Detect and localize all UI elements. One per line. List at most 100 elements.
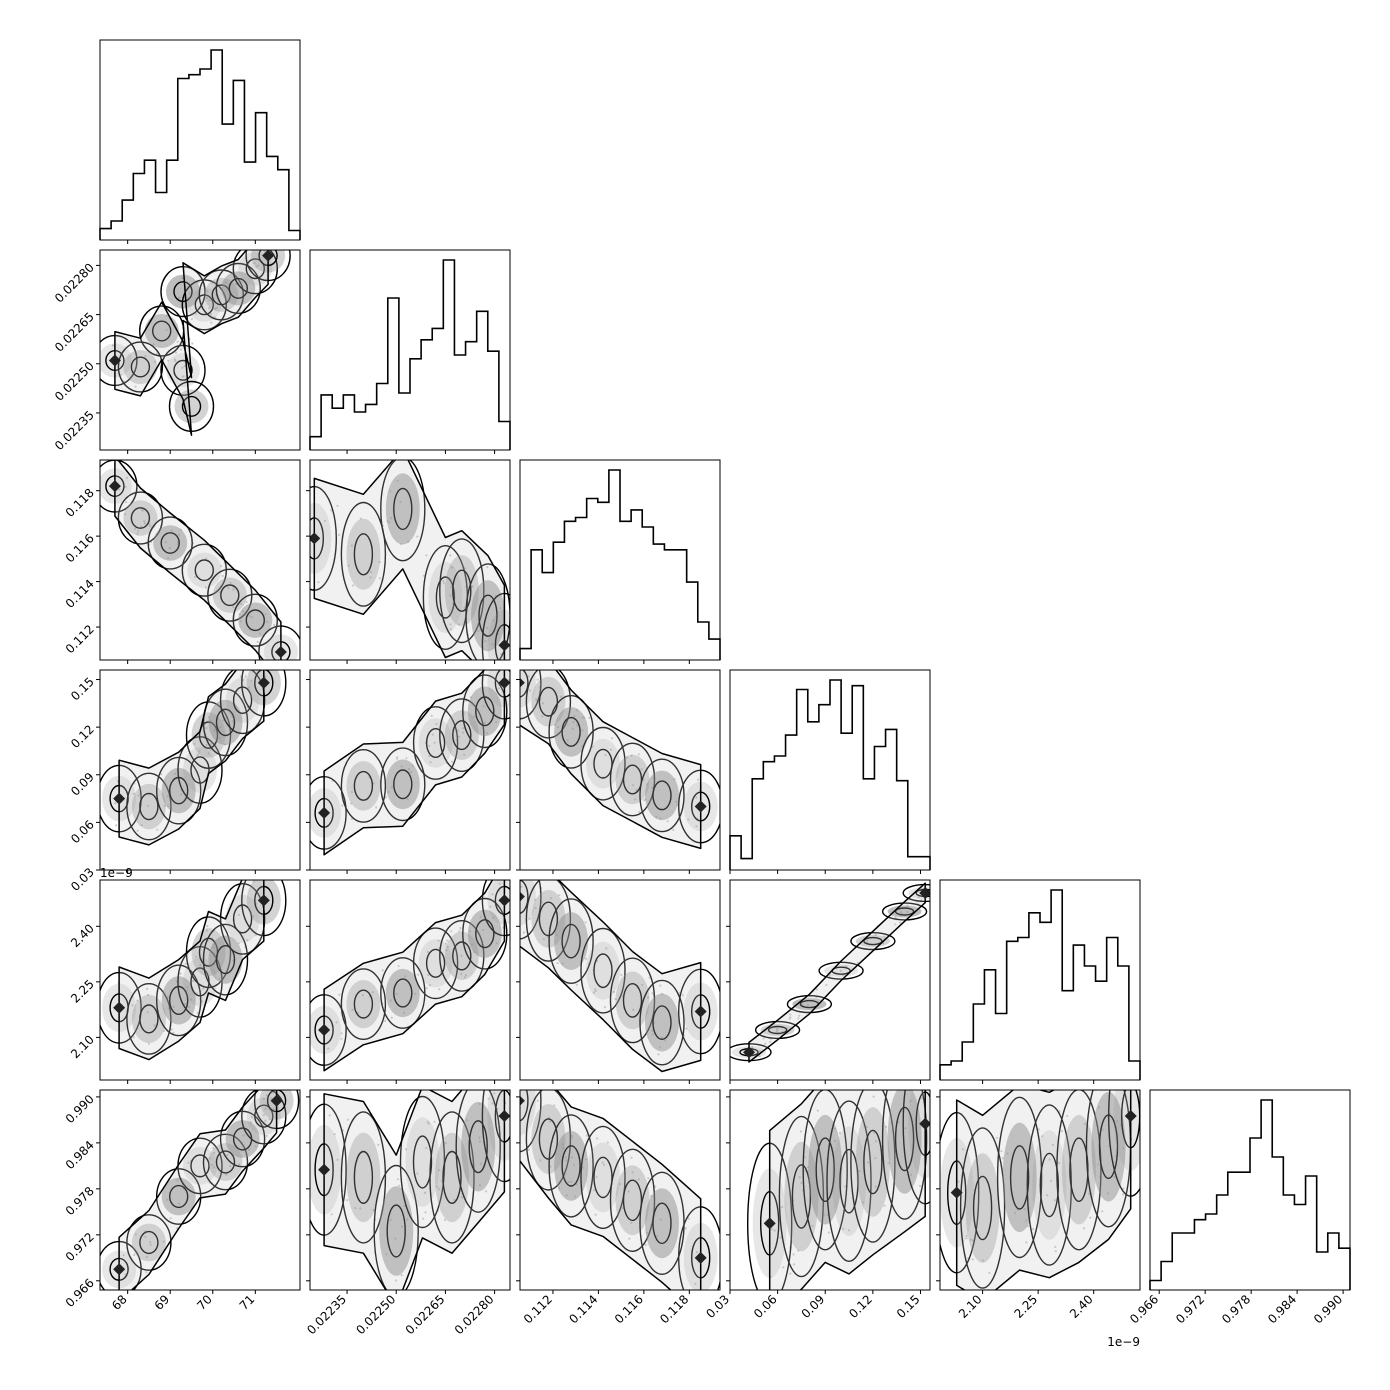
density-blob bbox=[784, 1141, 819, 1252]
contour-outer bbox=[114, 460, 282, 660]
contour-ring bbox=[561, 923, 581, 959]
sample-point bbox=[1048, 1158, 1051, 1161]
panel-frame bbox=[309, 1089, 511, 1291]
contour-ring bbox=[215, 262, 262, 314]
sample-point bbox=[776, 1027, 779, 1030]
contour-ring bbox=[173, 359, 193, 381]
sample-point bbox=[435, 722, 438, 726]
sample-point bbox=[208, 307, 211, 310]
sample-point bbox=[426, 950, 429, 954]
sample-point bbox=[411, 764, 414, 767]
sample-point bbox=[241, 610, 244, 613]
y-tick-label: 0.12 bbox=[68, 722, 97, 751]
y-tick-label: 0.02280 bbox=[52, 260, 97, 305]
sample-point bbox=[588, 716, 591, 720]
sample-point bbox=[906, 904, 909, 907]
sample-point bbox=[486, 627, 489, 630]
sample-point bbox=[205, 929, 209, 932]
sample-point bbox=[492, 619, 495, 622]
density-blob bbox=[645, 1188, 679, 1259]
contour-ring bbox=[139, 792, 159, 821]
sample-point bbox=[762, 1037, 765, 1040]
sample-point bbox=[384, 796, 388, 799]
sample-point bbox=[430, 714, 433, 718]
panel-frame bbox=[519, 669, 721, 871]
sample-point bbox=[165, 329, 168, 332]
sample-point bbox=[250, 679, 253, 682]
sample-point bbox=[144, 354, 147, 357]
sample-point bbox=[897, 1121, 900, 1124]
sample-point bbox=[508, 1063, 510, 1065]
sample-point bbox=[581, 729, 584, 732]
sample-point bbox=[218, 977, 221, 981]
sample-point bbox=[899, 921, 902, 924]
sample-point bbox=[378, 577, 381, 580]
sample-point bbox=[137, 794, 140, 797]
x-tick-label: 0.984 bbox=[1265, 1292, 1299, 1326]
contour-outer bbox=[323, 880, 506, 1072]
y-tick-label: 2.40 bbox=[68, 921, 97, 950]
sample-point bbox=[410, 770, 413, 774]
sample-point bbox=[575, 983, 579, 986]
histogram-3 bbox=[729, 679, 931, 870]
sample-point bbox=[1088, 1192, 1091, 1195]
sample-point bbox=[183, 1003, 187, 1006]
sample-point bbox=[496, 1107, 499, 1110]
x-tick-label: 0.02250 bbox=[353, 1292, 398, 1337]
sample-point bbox=[400, 765, 403, 768]
contour-ring bbox=[219, 670, 266, 735]
sample-point bbox=[459, 927, 462, 930]
sample-point bbox=[982, 1259, 985, 1262]
sample-point bbox=[539, 1159, 542, 1162]
sample-point bbox=[144, 522, 147, 525]
density-peak bbox=[950, 1186, 963, 1199]
sample-point bbox=[491, 893, 494, 896]
sample-point bbox=[522, 931, 526, 934]
contour-ring bbox=[609, 742, 656, 817]
sample-point bbox=[659, 984, 662, 987]
sample-point bbox=[567, 1180, 570, 1184]
sample-point bbox=[1082, 1227, 1086, 1230]
sample-point bbox=[249, 615, 252, 618]
sample-point bbox=[1023, 1208, 1026, 1211]
density-peak bbox=[318, 1163, 331, 1176]
sample-point bbox=[416, 535, 419, 538]
sample-point bbox=[178, 296, 181, 299]
x-tick-label: 0.02265 bbox=[403, 1292, 448, 1337]
contour-ring bbox=[520, 670, 542, 720]
sample-point bbox=[389, 999, 392, 1002]
density-blob bbox=[166, 353, 200, 388]
contour-ring bbox=[520, 1090, 529, 1122]
density-peak bbox=[520, 677, 525, 688]
sample-point bbox=[542, 702, 545, 705]
sample-point bbox=[136, 999, 139, 1002]
density-peak bbox=[257, 894, 270, 907]
density-panel-5-0 bbox=[100, 1090, 300, 1290]
sample-point bbox=[212, 1166, 215, 1169]
x-tick-label: 2.25 bbox=[1011, 1292, 1040, 1321]
sample-point bbox=[664, 1039, 667, 1042]
sample-point bbox=[333, 1133, 336, 1136]
sample-point bbox=[631, 1171, 634, 1174]
density-blob bbox=[615, 1165, 650, 1236]
contour-ring bbox=[525, 670, 572, 739]
sample-point bbox=[210, 313, 213, 316]
x-tick-label: 0.12 bbox=[846, 1292, 875, 1321]
sample-point bbox=[222, 719, 225, 722]
sample-point bbox=[335, 1021, 338, 1024]
sample-point bbox=[209, 748, 212, 752]
panel-frame bbox=[309, 249, 511, 451]
density-peak bbox=[520, 1095, 525, 1106]
sample-point bbox=[196, 754, 199, 757]
sample-point bbox=[838, 1132, 842, 1135]
sample-point bbox=[789, 1013, 792, 1016]
panel-frame bbox=[519, 1089, 721, 1291]
sample-point bbox=[174, 351, 178, 354]
density-blob bbox=[586, 1142, 620, 1213]
sample-point bbox=[1122, 1193, 1125, 1196]
contour-ring bbox=[219, 883, 266, 955]
contour-ring bbox=[439, 698, 485, 772]
sample-point bbox=[536, 1099, 539, 1102]
y-tick-label: 0.984 bbox=[63, 1138, 97, 1172]
contour-ring bbox=[190, 756, 210, 784]
